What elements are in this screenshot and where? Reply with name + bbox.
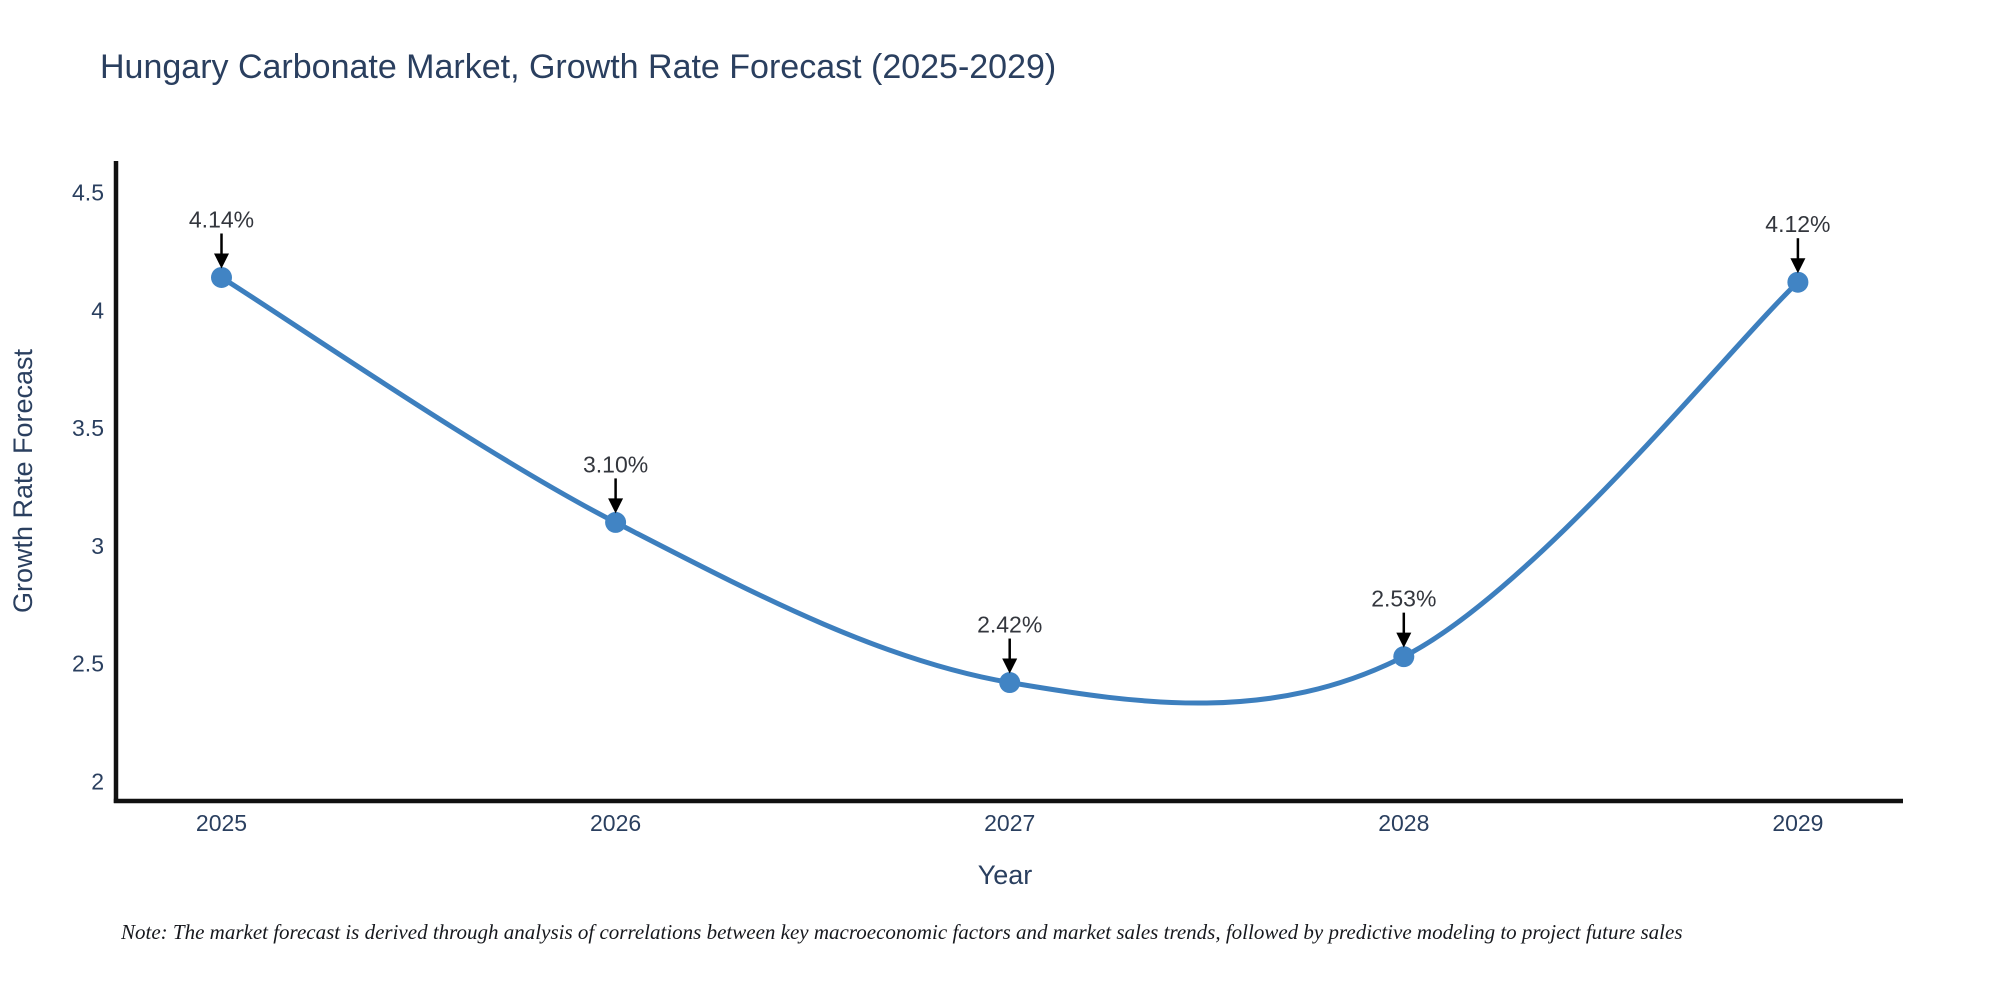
data-point-marker[interactable] <box>211 266 232 288</box>
point-value-label: 4.12% <box>1765 211 1830 237</box>
y-tick-label: 3.5 <box>72 415 104 441</box>
point-value-label: 3.10% <box>583 451 648 477</box>
x-tick-label: 2027 <box>984 810 1035 836</box>
x-tick-label: 2028 <box>1378 810 1429 836</box>
footnote: Note: The market forecast is derived thr… <box>121 920 1683 944</box>
data-point-marker[interactable] <box>1787 271 1809 293</box>
annotation-arrowhead-icon <box>1396 632 1412 648</box>
growth-rate-series <box>211 266 1809 706</box>
point-value-label: 2.42% <box>977 612 1042 638</box>
y-tick-label: 2.5 <box>72 651 104 677</box>
y-tick-label: 3 <box>91 533 104 559</box>
y-tick-label: 4 <box>91 297 104 323</box>
y-tick-label: 2 <box>91 768 104 794</box>
data-point-marker[interactable] <box>1393 646 1415 668</box>
point-annotations: 4.14% 3.10% 2.42% 2.53% 4.12% <box>189 206 1831 674</box>
annotation-arrowhead-icon <box>1002 658 1018 674</box>
annotation-arrowhead-icon <box>608 498 624 514</box>
x-tick-label: 2025 <box>196 810 247 836</box>
x-tick-label: 2029 <box>1772 810 1823 836</box>
y-tick-label: 4.5 <box>72 180 104 206</box>
annotation-arrowhead-icon <box>214 253 229 269</box>
annotation-arrowhead-icon <box>1790 258 1806 274</box>
chart-title: Hungary Carbonate Market, Growth Rate Fo… <box>100 48 1056 86</box>
x-tick-label: 2026 <box>590 810 641 836</box>
y-axis-title: Growth Rate Forecast <box>8 348 38 613</box>
y-axis-tick-labels: 2 2.5 3 3.5 4 4.5 <box>72 180 104 795</box>
data-point-marker[interactable] <box>605 511 627 533</box>
point-value-label: 2.53% <box>1371 586 1436 612</box>
x-axis-tick-labels: 2025 2026 2027 2028 2029 <box>196 810 1824 836</box>
point-value-label: 4.14% <box>189 206 254 232</box>
x-axis-title: Year <box>978 860 1033 890</box>
data-point-marker[interactable] <box>999 672 1021 694</box>
